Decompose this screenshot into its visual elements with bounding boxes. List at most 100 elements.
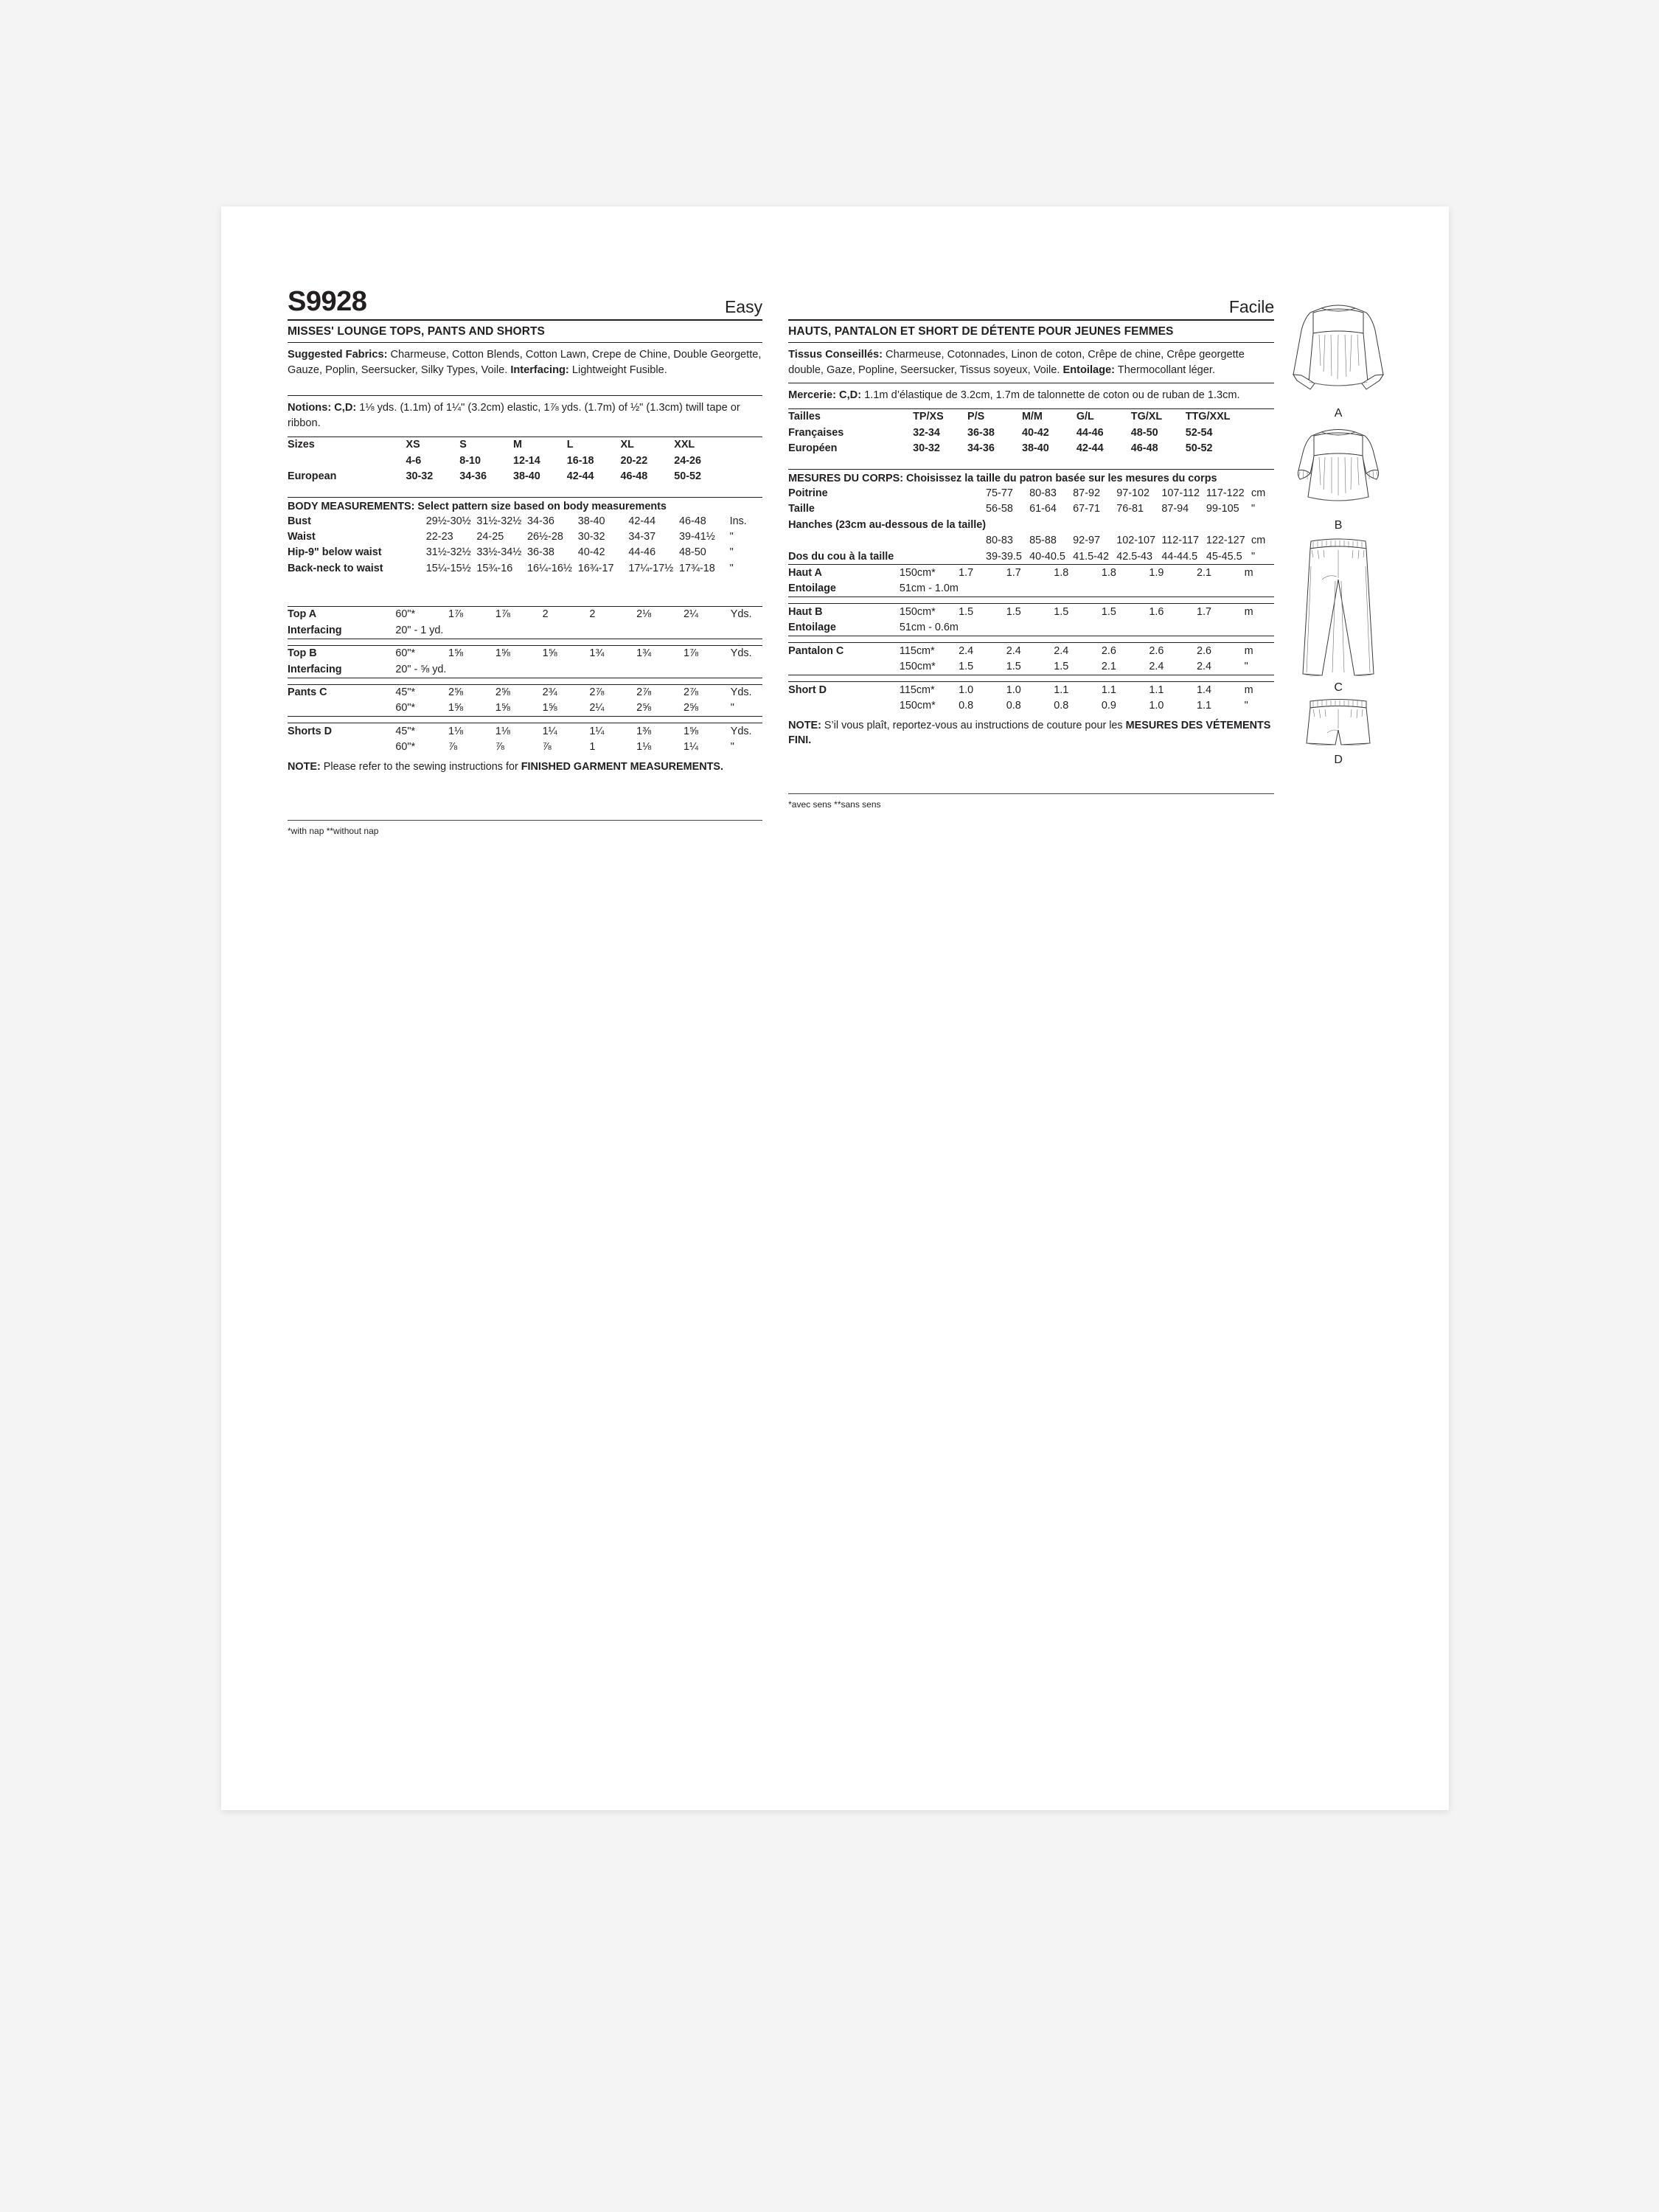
divider xyxy=(788,319,1275,321)
yardage-value: 1.0 xyxy=(1006,684,1021,696)
body-measurements-table-en: Bust 29½-30½ 31½-32½ 34-36 38-40 42-44 46-48 In… xyxy=(288,513,762,577)
measurement-value: 26½-28 xyxy=(527,530,563,543)
yardage-unit: m xyxy=(1244,644,1253,657)
yardage-value: 2⅝ xyxy=(683,702,698,714)
yardage-value: 1¼ xyxy=(683,741,698,754)
yardage-unit: Yds. xyxy=(730,686,752,698)
measurement-unit: cm xyxy=(1251,487,1266,499)
yardage-view-label: Haut A xyxy=(788,566,822,579)
yardage-value: 0.8 xyxy=(959,700,974,712)
divider xyxy=(788,636,1275,643)
measurement-unit: " xyxy=(729,546,734,559)
view-label-a: A xyxy=(1334,407,1343,420)
yardage-row: Pants C 45"* 2⅝ 2⅝ 2¾ 2⅞ 2⅞ 2⅞ Yds. xyxy=(288,684,763,700)
yardage-value: ⅞ xyxy=(542,741,552,754)
pattern-number: S9928 xyxy=(288,286,367,317)
yardage-value: 1.1 xyxy=(1149,684,1164,696)
interfacing-label: Entoilage xyxy=(788,582,836,595)
size-letter: M/M xyxy=(1021,411,1043,423)
measurement-value: 85-88 xyxy=(1029,535,1057,547)
measurement-value: 99-105 xyxy=(1206,503,1239,515)
measurement-label: Back-neck to waist xyxy=(288,562,383,574)
size-letter: XS xyxy=(406,439,420,451)
measurement-label: Waist xyxy=(288,530,316,543)
size-letter: TTG/XXL xyxy=(1185,411,1231,423)
french-header: Facile xyxy=(788,288,1274,316)
english-pattern-title: MISSES' LOUNGE TOPS, PANTS AND SHORTS xyxy=(288,325,545,338)
interfacing-text-fr: Thermocollant léger. xyxy=(1115,364,1216,376)
yardage-row: Pantalon C 115cm* 2.4 2.4 2.4 2.6 2.6 2.6 m xyxy=(788,642,1275,659)
divider xyxy=(288,638,763,646)
measurement-label: Bust xyxy=(288,515,311,527)
yardage-value: 2⅝ xyxy=(636,702,652,714)
size-number: 12-14 xyxy=(512,454,540,467)
measurement-value: 15¾-16 xyxy=(476,562,513,574)
body-measurement-row: Taille 56-58 61-64 67-71 76-81 87-94 99-105 " xyxy=(788,501,1274,517)
measurement-value: 46-48 xyxy=(678,515,706,527)
body-measurement-row: Dos du cou à la taille 39-39.5 40-40.5 41.5… xyxy=(788,549,1274,564)
yardage-value: 2 xyxy=(589,608,596,621)
sizes-header-row: Sizes XS S M L XL XXL xyxy=(288,437,762,453)
note-label-fr: NOTE: xyxy=(788,719,821,731)
divider xyxy=(788,408,1275,409)
view-label-d: D xyxy=(1334,754,1343,766)
difficulty-label-en: Easy xyxy=(724,297,763,316)
yardage-value: 1⅛ xyxy=(636,741,652,754)
yardage-table-fr: Haut A 150cm* 1.7 1.7 1.8 1.8 1.9 2.1 m Entoilage… xyxy=(788,565,1275,714)
yardage-fabric-width: 45"* xyxy=(395,686,416,698)
measurement-value: 33½-34½ xyxy=(476,546,522,559)
spacer-cell xyxy=(728,437,762,453)
measurement-label: Hanches (23cm au-dessous de la taille) xyxy=(788,518,987,531)
yardage-value: 1⅝ xyxy=(495,647,510,660)
measurement-value: 67-71 xyxy=(1073,503,1100,515)
spacer-cell xyxy=(288,700,395,717)
yardage-value: 2.4 xyxy=(1006,644,1021,657)
english-header: S9928 Easy xyxy=(288,288,762,316)
measurement-unit: " xyxy=(729,562,734,574)
yardage-value: ⅞ xyxy=(448,741,458,754)
yardage-row: Haut B 150cm* 1.5 1.5 1.5 1.5 1.6 1.7 m xyxy=(788,603,1275,620)
yardage-value: 1.5 xyxy=(1054,661,1069,673)
interfacing-label: Interfacing xyxy=(288,663,342,675)
size-francaise: 48-50 xyxy=(1130,426,1158,439)
divider xyxy=(288,497,763,498)
yardage-unit: Yds. xyxy=(730,608,752,621)
yardage-interfacing-row: Entoilage 51cm - 1.0m xyxy=(788,581,1274,597)
yardage-view-label: Shorts D xyxy=(288,725,332,737)
yardage-value: 1¼ xyxy=(542,725,557,737)
body-measurement-row: Back-neck to waist 15¼-15½ 15¾-16 16¼-16½ 16… xyxy=(288,560,762,576)
interfacing-label: Entoilage xyxy=(788,622,836,634)
measurement-value: 31½-32½ xyxy=(425,546,471,559)
measurement-value: 76-81 xyxy=(1116,503,1144,515)
measurement-value: 61-64 xyxy=(1029,503,1057,515)
yardage-fabric-width: 150cm* xyxy=(899,661,936,673)
measurement-value: 48-50 xyxy=(678,546,706,559)
yardage-row-alt: 150cm* 0.8 0.8 0.8 0.9 1.0 1.1 " xyxy=(788,698,1274,714)
interfacing-amount: 20" - 1 yd. xyxy=(395,624,444,636)
sizes-table-fr: Tailles TP/XS P/S M/M G/L TG/XL TTG/XXL Françai… xyxy=(788,409,1274,456)
yardage-value: 1⅝ xyxy=(683,725,698,737)
size-number: 8-10 xyxy=(459,454,481,467)
measurement-value: 42.5-43 xyxy=(1116,550,1152,563)
measurement-value: 122-127 xyxy=(1206,535,1245,547)
sizes-francaises-row: Françaises 32-34 36-38 40-42 44-46 48-50 52-54 xyxy=(788,425,1274,440)
yardage-value: 1.1 xyxy=(1197,700,1212,712)
yardage-value: 1¾ xyxy=(636,647,652,660)
yardage-value: 2.6 xyxy=(1101,644,1116,657)
measurement-value: 22-23 xyxy=(425,530,453,543)
view-c-figure: C xyxy=(1283,535,1394,695)
yardage-row: Top A 60"* 1⅞ 1⅞ 2 2 2⅛ 2¼ Yds. xyxy=(288,607,762,622)
measurement-value: 39-39.5 xyxy=(986,550,1022,563)
english-column: S9928 Easy MISSES' LOUNGE TOPS, PANTS AN… xyxy=(288,288,763,836)
yardage-view-label: Pants C xyxy=(288,686,327,698)
yardage-unit: m xyxy=(1244,566,1253,579)
size-francaise: 52-54 xyxy=(1185,426,1213,439)
fabrics-label-en: Suggested Fabrics: xyxy=(288,348,388,361)
suggested-fabrics-fr: Tissus Conseillés: Charmeuse, Cotonnades… xyxy=(788,343,1274,383)
yardage-value: 1⅝ xyxy=(542,647,557,660)
yardage-view-label: Haut B xyxy=(788,605,823,618)
yardage-unit: " xyxy=(730,741,734,754)
yardage-group-divider xyxy=(788,675,1275,682)
spacer-cell xyxy=(728,469,762,484)
yardage-value: 1.0 xyxy=(1149,700,1164,712)
